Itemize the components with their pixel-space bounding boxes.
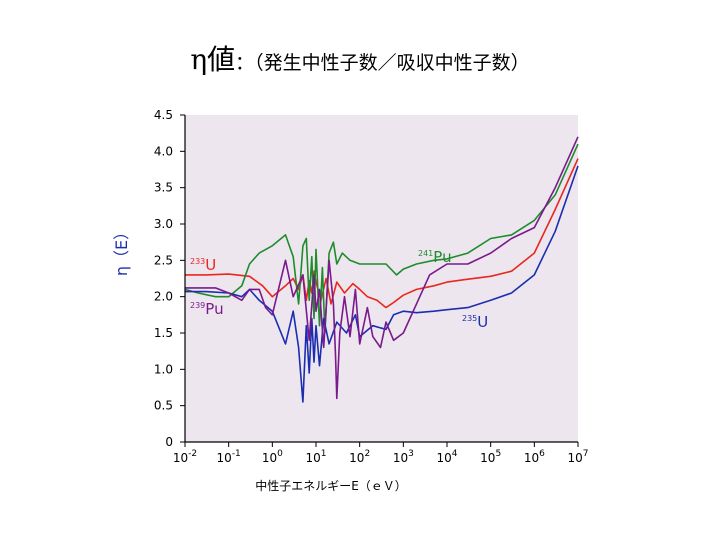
series-labels: 233U 241Pu 235U 239Pu	[190, 248, 488, 331]
x-tick-label: 103	[393, 449, 414, 465]
plot-area	[185, 115, 578, 442]
series-label-239Pu: 239Pu	[190, 300, 224, 318]
y-tick-label: 0.5	[154, 399, 173, 413]
y-tick-label: 4.5	[154, 108, 173, 122]
x-tick-label: 104	[436, 449, 457, 465]
x-tick-label: 10-2	[173, 449, 197, 465]
y-ticks: 0 0.5 1.0 1.5 2.0 2.5 3.0 3.5 4.0 4.5	[154, 108, 185, 449]
title-text: ：（発生中性子数／吸収中性子数）	[235, 52, 530, 74]
series-label-233U: 233U	[190, 256, 216, 274]
y-tick-label: 1.0	[154, 362, 173, 376]
y-tick-label: 3.5	[154, 181, 173, 195]
y-tick-label: 3.0	[154, 217, 173, 231]
x-tick-label: 101	[305, 449, 326, 465]
title-symbol: η値	[190, 43, 236, 76]
x-axis-title: 中性子エネルギーE（ｅＶ）	[255, 478, 407, 493]
series-line-235U	[185, 165, 579, 403]
series-label-241Pu: 241Pu	[418, 248, 452, 266]
series-layer	[184, 136, 579, 403]
x-tick-label: 100	[262, 449, 283, 465]
y-axis-title: η（E）	[112, 224, 131, 276]
x-tick-label: 102	[349, 449, 370, 465]
x-tick-label: 10-1	[217, 449, 241, 465]
x-tick-label: 105	[480, 449, 501, 465]
y-tick-label: 1.5	[154, 326, 173, 340]
x-tick-label: 106	[524, 449, 545, 465]
series-line-233U	[185, 158, 579, 309]
series-line-239Pu	[185, 136, 579, 400]
series-label-235U: 235U	[462, 313, 488, 331]
x-tick-label: 107	[567, 449, 588, 465]
x-ticks: 10-2 10-1 100 101 102 103 104 105 106 107	[173, 442, 589, 465]
page-title: η値：（発生中性子数／吸収中性子数）	[0, 38, 720, 78]
y-tick-label: 2.0	[154, 290, 173, 304]
y-tick-label: 0	[165, 435, 173, 449]
y-tick-label: 2.5	[154, 253, 173, 267]
y-tick-label: 4.0	[154, 144, 173, 158]
